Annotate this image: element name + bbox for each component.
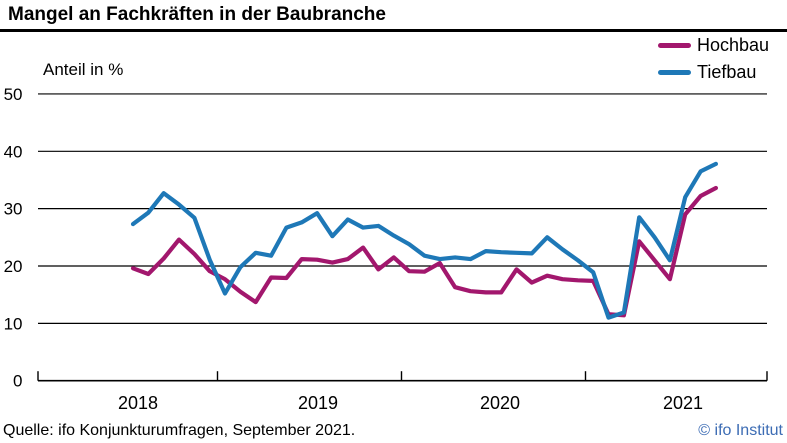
source-note: Quelle: ifo Konjunkturumfragen, Septembe… (3, 422, 356, 439)
chart-title: Mangel an Fachkräften in der Baubranche (8, 4, 386, 25)
legend-label-tiefbau: Tiefbau (697, 62, 757, 82)
svg-text:2021: 2021 (663, 393, 703, 413)
legend-item-tiefbau: Tiefbau (658, 62, 769, 83)
legend-item-hochbau: Hochbau (658, 35, 769, 56)
svg-text:2020: 2020 (480, 393, 520, 413)
copyright-note: © ifo Institut (698, 422, 783, 439)
svg-text:2018: 2018 (118, 393, 158, 413)
svg-text:40: 40 (4, 142, 23, 161)
legend-label-hochbau: Hochbau (697, 35, 770, 55)
y-axis-title: Anteil in % (43, 60, 124, 79)
legend: Hochbau Tiefbau (658, 35, 769, 83)
svg-text:30: 30 (4, 200, 23, 219)
svg-text:10: 10 (4, 314, 23, 333)
svg-text:2019: 2019 (298, 393, 338, 413)
svg-text:50: 50 (4, 85, 23, 104)
svg-text:0: 0 (13, 372, 22, 391)
svg-text:20: 20 (4, 257, 23, 276)
hochbau-line-swatch (658, 43, 691, 48)
tiefbau-line-swatch (658, 70, 691, 75)
series-tiefbau (130, 161, 719, 320)
title-divider (0, 29, 787, 32)
